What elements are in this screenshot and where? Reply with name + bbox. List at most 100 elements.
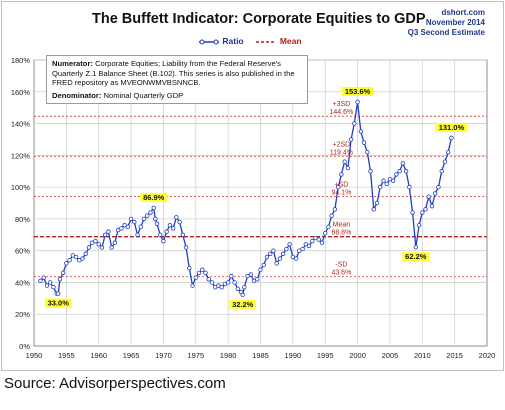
ratio-data-point [229,273,234,279]
x-tick-label: 2015 [446,351,463,360]
ratio-data-point [287,242,292,247]
callout-highlight [44,298,72,308]
ratio-data-point [433,191,438,196]
ratio-data-point [209,280,215,285]
ratio-data-point [323,230,328,236]
ratio-data-point [400,161,406,166]
mean-legend-label: Mean [279,36,302,46]
mean-legend-swatch [256,41,277,43]
reference-line-label: +2SD [333,141,351,148]
ratio-data-point [378,184,383,190]
ratio-data-point [151,205,156,211]
reference-line-label: -SD [335,262,347,269]
y-tick-label: 0% [19,342,30,351]
ratio-data-point [132,219,137,225]
ratio-data-point [329,213,334,218]
reference-line-label: +3SD [333,101,351,108]
ratio-data-point [352,121,357,126]
ratio-data-point [390,178,396,183]
ratio-data-point [73,254,79,260]
ratio-data-point [109,245,114,250]
ratio-data-point [407,184,412,190]
ratio-data-point [203,270,208,276]
ratio-data-point [219,285,224,290]
ratio-data-point [300,246,305,252]
ratio-data-point [316,237,321,242]
reference-line-value: 144.6% [330,109,354,116]
ratio-data-point [80,256,85,261]
ratio-data-point [51,285,56,290]
callout-highlight [140,192,168,202]
x-tick-label: 1955 [58,351,75,360]
ratio-data-point [384,181,389,187]
ratio-data-point [145,213,150,218]
ratio-data-point [154,221,160,226]
methodology-note: Numerator: Corporate Equities; Liability… [46,55,308,105]
ratio-data-point [96,242,101,247]
numerator-label: Numerator: [52,59,93,68]
credit-site: dshort.com [441,8,485,17]
ratio-data-point [326,224,331,230]
ratio-data-point [371,207,376,212]
ratio-data-point [41,275,46,280]
ratio-data-point [193,275,198,280]
ratio-data-point [274,261,279,266]
ratio-data-point [187,265,192,271]
ratio-data-point [180,232,186,237]
reference-line-value: 68.8% [331,230,351,237]
ratio-data-point [397,169,402,174]
ratio-data-point [38,278,43,284]
callout-label: 131.0% [439,123,465,132]
x-tick-label: 1975 [187,351,204,360]
y-tick-label: 40% [15,278,30,287]
ratio-data-point [164,229,169,234]
ratio-data-point [106,229,111,234]
ratio-data-point [280,251,286,257]
ratio-data-point [394,172,399,177]
ratio-data-point [429,203,435,209]
x-tick-label: 2005 [382,351,399,360]
y-tick-label: 20% [15,310,30,319]
ratio-data-point [161,238,166,244]
reference-line-label: +SD [334,181,348,188]
ratio-data-point [413,244,419,250]
ratio-data-point [374,200,380,206]
ratio-data-point [271,248,276,253]
ratio-data-point [293,256,299,261]
ratio-data-point [148,210,153,215]
denominator-text: Nominal Quarterly GDP [103,90,184,100]
callout-highlight [402,252,430,262]
ratio-data-point [47,280,53,285]
ratio-data-point [416,223,422,228]
x-tick-label: 1990 [285,351,302,360]
x-tick-label: 1950 [26,351,43,360]
x-tick-label: 1985 [252,351,269,360]
y-tick-label: 160% [11,88,31,97]
ratio-data-point [183,245,189,250]
ratio-data-point [174,215,179,220]
ratio-data-point [345,165,351,171]
callout-label: 32.2% [232,300,254,309]
x-tick-label: 1970 [155,351,172,360]
ratio-data-point [445,149,451,155]
ratio-data-point [403,169,409,174]
ratio-data-point [420,210,425,215]
ratio-data-point [284,246,289,252]
ratio-data-point [200,267,205,272]
ratio-data-point [248,272,253,277]
reference-line-value: 94.1% [331,189,351,196]
ratio-data-point [196,270,202,276]
ratio-data-point [93,238,98,244]
y-tick-label: 140% [11,120,31,129]
ratio-data-point [332,207,338,212]
ratio-data-point [206,277,211,282]
x-tick-label: 1960 [90,351,107,360]
ratio-data-point [255,277,260,282]
ratio-data-point [67,258,72,263]
ratio-data-point [125,224,131,230]
ratio-data-point [57,277,63,282]
x-tick-label: 2020 [479,351,496,360]
callout-highlight [435,122,468,132]
ratio-data-point [235,286,241,291]
ratio-data-point [361,140,367,145]
